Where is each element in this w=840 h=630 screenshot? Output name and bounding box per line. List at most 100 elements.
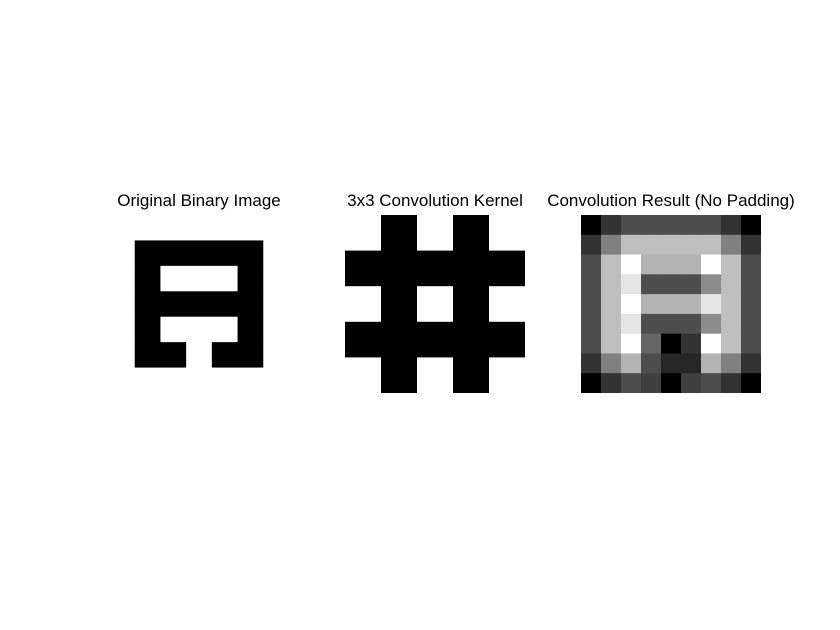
heatmap-cell [641, 234, 662, 256]
heatmap-cell [109, 291, 136, 318]
heatmap-cell [661, 254, 682, 275]
heatmap-cell [417, 286, 454, 323]
heatmap-cell [109, 215, 136, 241]
heatmap-cell [345, 215, 382, 252]
heatmap-cell [641, 333, 662, 354]
heatmap-cell [381, 215, 418, 252]
heatmap-cell [263, 291, 289, 318]
heatmap-cell [701, 353, 722, 374]
heatmap-cell [381, 286, 418, 323]
heatmap-cell [581, 353, 602, 374]
heatmap-cell [581, 294, 602, 315]
heatmap-cell [601, 333, 622, 354]
heatmap-cell [134, 367, 161, 393]
heatmap-cell [186, 342, 213, 369]
heatmap-cell [489, 250, 525, 287]
heatmap-cell [453, 286, 490, 323]
heatmap-cell [211, 265, 239, 292]
heatmap-cell [134, 342, 161, 369]
heatmap-cell [681, 353, 702, 374]
heatmap-cell [581, 313, 602, 335]
heatmap-cell [581, 373, 602, 393]
heatmap-cell [160, 291, 187, 318]
heatmap-cell [417, 250, 454, 287]
heatmap-cell [721, 294, 742, 315]
heatmap-cell [453, 215, 490, 252]
heatmap-cell [641, 353, 662, 374]
heatmap-cell [237, 342, 264, 369]
heatmap-cell [721, 373, 742, 393]
heatmap-cell [621, 313, 642, 335]
heatmap-cell [453, 321, 490, 358]
heatmap-cell [661, 313, 682, 335]
heatmap-cell [237, 316, 264, 343]
heatmap-cell [489, 321, 525, 358]
heatmap-cell [160, 265, 187, 292]
heatmap-cell [601, 373, 622, 393]
heatmap-cell [641, 313, 662, 335]
original-image-heatmap [109, 215, 289, 393]
heatmap-cell [741, 373, 761, 393]
heatmap-cell [621, 274, 642, 295]
heatmap-cell [211, 291, 239, 318]
heatmap-cell [453, 250, 490, 287]
heatmap-cell [453, 357, 490, 393]
heatmap-cell [211, 240, 239, 267]
heatmap-cell [701, 234, 722, 256]
heatmap-cell [237, 215, 264, 241]
heatmap-cell [721, 353, 742, 374]
result-title: Convolution Result (No Padding) [547, 191, 795, 210]
heatmap-cell [211, 316, 239, 343]
heatmap-cell [489, 357, 525, 393]
heatmap-cell [681, 313, 702, 335]
heatmap-cell [741, 333, 761, 354]
heatmap-cell [661, 215, 682, 236]
heatmap-cell [186, 240, 213, 267]
heatmap-cell [134, 291, 161, 318]
heatmap-cell [701, 215, 722, 236]
heatmap-cell [681, 234, 702, 256]
heatmap-cell [581, 274, 602, 295]
heatmap-cell [741, 274, 761, 295]
heatmap-cell [601, 234, 622, 256]
heatmap-cell [601, 353, 622, 374]
heatmap-cell [641, 373, 662, 393]
heatmap-cell [661, 373, 682, 393]
heatmap-cell [109, 316, 136, 343]
result-heatmap [581, 215, 761, 393]
heatmap-cell [417, 321, 454, 358]
heatmap-cell [601, 274, 622, 295]
heatmap-cell [721, 333, 742, 354]
heatmap-cell [237, 265, 264, 292]
heatmap-cell [581, 254, 602, 275]
heatmap-cell [134, 265, 161, 292]
heatmap-cell [581, 215, 602, 236]
heatmap-cell [263, 215, 289, 241]
kernel-heatmap [345, 215, 525, 393]
heatmap-cell [417, 215, 454, 252]
heatmap-cell [621, 234, 642, 256]
heatmap-cell [581, 333, 602, 354]
heatmap-cell [741, 254, 761, 275]
heatmap-cell [721, 274, 742, 295]
heatmap-cell [681, 274, 702, 295]
heatmap-cell [721, 234, 742, 256]
heatmap-cell [186, 265, 213, 292]
heatmap-cell [381, 321, 418, 358]
heatmap-cell [661, 333, 682, 354]
heatmap-cell [237, 291, 264, 318]
heatmap-cell [263, 316, 289, 343]
heatmap-cell [621, 215, 642, 236]
heatmap-cell [601, 294, 622, 315]
heatmap-cell [109, 265, 136, 292]
heatmap-cell [345, 286, 382, 323]
heatmap-cell [621, 353, 642, 374]
heatmap-cell [721, 254, 742, 275]
heatmap-cell [701, 274, 722, 295]
heatmap-cell [237, 367, 264, 393]
heatmap-cell [381, 357, 418, 393]
heatmap-cell [160, 342, 187, 369]
heatmap-cell [381, 250, 418, 287]
heatmap-cell [489, 215, 525, 252]
heatmap-cell [701, 333, 722, 354]
